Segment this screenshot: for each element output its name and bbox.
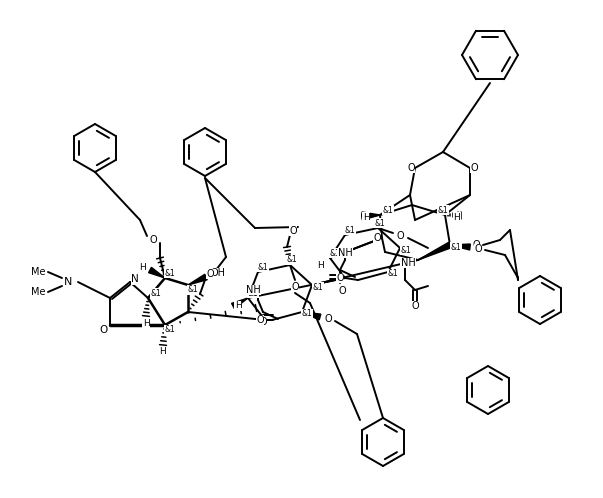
- Text: O: O: [324, 314, 332, 324]
- Text: O: O: [474, 244, 482, 254]
- Text: H: H: [317, 261, 323, 270]
- Text: &1: &1: [450, 243, 461, 251]
- Text: &1: &1: [345, 226, 355, 235]
- Text: &1: &1: [438, 206, 449, 215]
- Polygon shape: [148, 267, 165, 278]
- Text: NH: NH: [400, 258, 415, 268]
- Text: O: O: [470, 163, 478, 173]
- Text: H: H: [362, 213, 370, 222]
- Text: O: O: [149, 235, 157, 245]
- Text: O: O: [99, 325, 107, 335]
- Text: &1: &1: [388, 269, 399, 278]
- Text: &1: &1: [286, 255, 297, 264]
- Text: &1: &1: [188, 285, 198, 294]
- Text: O: O: [289, 226, 297, 236]
- Text: H: H: [235, 301, 241, 310]
- Text: O: O: [472, 240, 480, 250]
- Text: O: O: [407, 163, 415, 173]
- Text: NH: NH: [338, 248, 352, 258]
- Text: &1: &1: [302, 309, 312, 319]
- Text: &1: &1: [383, 206, 393, 215]
- Text: &1: &1: [248, 288, 258, 297]
- Text: N: N: [131, 274, 139, 284]
- Text: H: H: [143, 319, 150, 328]
- Polygon shape: [302, 312, 321, 320]
- Polygon shape: [418, 243, 451, 260]
- Text: &1: &1: [312, 282, 323, 291]
- Text: &1: &1: [165, 326, 175, 335]
- Polygon shape: [188, 274, 207, 285]
- Text: &1: &1: [151, 288, 162, 297]
- Text: &1: &1: [330, 249, 340, 257]
- Text: &1: &1: [165, 268, 175, 277]
- Text: O: O: [338, 286, 346, 296]
- Text: O: O: [396, 231, 404, 241]
- Text: N: N: [64, 277, 72, 287]
- Text: O: O: [411, 301, 419, 311]
- Text: O: O: [206, 269, 214, 279]
- Text: &1: &1: [257, 262, 268, 271]
- Text: Me: Me: [31, 267, 45, 277]
- Text: O: O: [259, 317, 267, 327]
- Polygon shape: [450, 244, 470, 250]
- Text: &1: &1: [374, 219, 385, 228]
- Text: Me: Me: [31, 287, 45, 297]
- Polygon shape: [362, 214, 380, 220]
- Text: NH: NH: [245, 285, 260, 295]
- Text: O: O: [373, 233, 381, 243]
- Text: &1: &1: [400, 246, 411, 254]
- Text: OH: OH: [210, 268, 226, 278]
- Text: O: O: [256, 315, 264, 325]
- Text: H: H: [453, 213, 460, 222]
- Polygon shape: [362, 212, 380, 218]
- Polygon shape: [232, 298, 248, 309]
- Text: H: H: [160, 348, 166, 357]
- Text: O: O: [336, 273, 344, 283]
- Text: O: O: [291, 282, 299, 292]
- Text: H: H: [140, 263, 147, 272]
